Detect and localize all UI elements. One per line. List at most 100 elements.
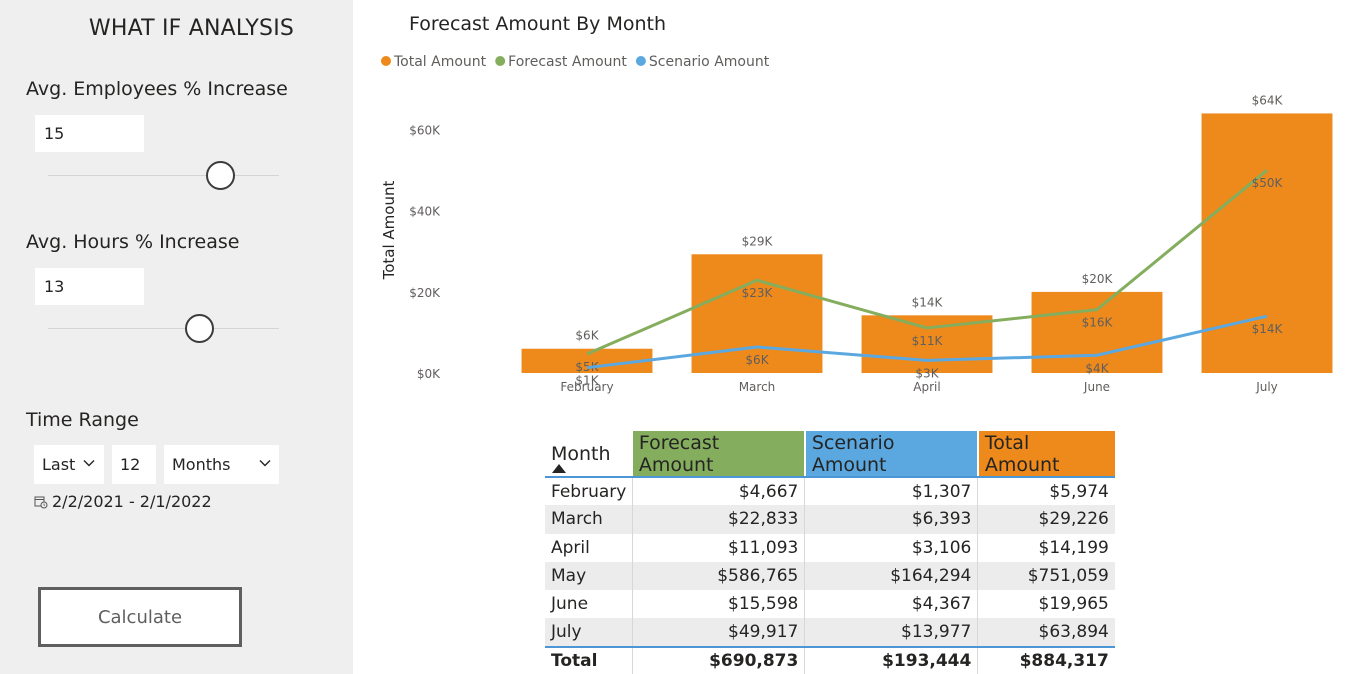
table-row: April $11,093 $3,106 $14,199 xyxy=(545,533,1115,562)
cell-scenario: $6,393 xyxy=(804,505,979,534)
date-range: 2/2/2021 - 2/1/2022 xyxy=(34,492,212,511)
chevron-down-icon xyxy=(259,460,271,467)
legend-marker xyxy=(635,56,646,66)
bar-data-label: $14K xyxy=(912,295,944,309)
cell-total: $19,965 xyxy=(1038,594,1109,615)
y-axis-label: Total Amount xyxy=(380,181,398,281)
table-row: June $15,598 $4,367 $19,965 xyxy=(545,590,1115,619)
cell-forecast: $49,917 xyxy=(632,618,806,647)
direction-dropdown[interactable]: Last xyxy=(34,445,104,484)
legend-label: Total Amount xyxy=(393,54,487,70)
legend-marker xyxy=(381,56,391,66)
total-total: $884,317 xyxy=(977,645,1115,674)
cell-month: June xyxy=(545,590,634,619)
header-month-label: Month xyxy=(551,442,611,465)
line-data-label: $3K xyxy=(915,366,939,380)
bar-data-label: $64K xyxy=(1252,93,1284,107)
line-data-label: $6K xyxy=(745,353,769,367)
date-range-text: 2/2/2021 - 2/1/2022 xyxy=(52,492,212,511)
chevron-down-icon xyxy=(83,460,95,467)
y-tick-label: $20K xyxy=(409,286,441,300)
combo-chart: Total Amount Forecast Amount Scenario Amou… xyxy=(380,54,1333,394)
cell-forecast: $586,765 xyxy=(632,561,806,591)
sort-ascending-icon xyxy=(552,464,566,473)
calendar-clock-icon xyxy=(34,496,48,508)
cell-total: $63,894 xyxy=(977,618,1115,647)
cell-month: April xyxy=(545,533,634,562)
y-tick-label: $60K xyxy=(409,123,441,137)
x-tick-label: April xyxy=(913,380,940,394)
line-data-label: $4K xyxy=(1085,361,1109,375)
cell-month: July xyxy=(545,618,634,647)
table-row: July $49,917 $13,977 $63,894 xyxy=(545,618,1115,647)
x-tick-label: February xyxy=(560,380,613,394)
line-data-label: $11K xyxy=(912,334,944,348)
time-range-label: Time Range xyxy=(26,409,139,431)
x-tick-label: July xyxy=(1255,380,1278,394)
total-scenario: $193,444 xyxy=(804,645,979,674)
count-input[interactable]: 12 xyxy=(112,445,156,484)
header-scenario[interactable]: Scenario Amount xyxy=(804,431,979,478)
hours-input[interactable]: 13 xyxy=(35,268,144,305)
cell-scenario: $3,106 xyxy=(804,533,979,562)
cell-scenario: $13,977 xyxy=(804,618,979,647)
what-if-panel: WHAT IF ANALYSIS Avg. Employees % Increa… xyxy=(0,0,353,674)
panel-title: WHAT IF ANALYSIS xyxy=(88,16,295,41)
table-row: February $4,667 $1,307 $5,974 xyxy=(545,477,1115,506)
cell-total: $14,199 xyxy=(1038,537,1109,558)
header-forecast[interactable]: Forecast Amount xyxy=(632,431,806,478)
cell-month: February xyxy=(545,477,634,506)
line-data-label: $1K xyxy=(575,374,599,388)
header-total[interactable]: Total Amount xyxy=(977,431,1115,478)
line-data-label: $16K xyxy=(1082,316,1114,330)
matrix-table: Month Forecast Amount Scenario Amount To… xyxy=(545,431,1115,674)
bar-data-label: $6K xyxy=(575,329,599,343)
legend-label: Scenario Amount xyxy=(649,54,770,70)
cell-total: $5,974 xyxy=(1049,481,1109,502)
bar xyxy=(1201,113,1333,373)
hours-slider-track[interactable] xyxy=(48,328,279,329)
hours-slider-thumb[interactable] xyxy=(185,314,215,343)
employees-input[interactable]: 15 xyxy=(35,115,144,152)
line-data-label: $23K xyxy=(742,286,774,300)
total-forecast: $690,873 xyxy=(632,645,806,674)
bar-data-label: $29K xyxy=(742,234,774,248)
employees-label: Avg. Employees % Increase xyxy=(26,78,288,100)
chart-area: Total Amount Forecast Amount Scenario Amou… xyxy=(360,0,1352,410)
unit-dropdown[interactable]: Months xyxy=(164,445,279,484)
employees-slider-thumb[interactable] xyxy=(206,161,236,190)
direction-value: Last xyxy=(42,455,76,474)
header-month[interactable]: Month xyxy=(545,431,633,478)
total-row: Total $690,873 $193,444 $884,317 xyxy=(545,645,1115,674)
cell-total: $29,226 xyxy=(977,505,1115,534)
bar-data-label: $20K xyxy=(1082,272,1114,286)
total-month: Total xyxy=(545,645,634,674)
hours-label: Avg. Hours % Increase xyxy=(26,231,240,253)
cell-scenario: $164,294 xyxy=(804,561,979,591)
chart-title: Forecast Amount By Month xyxy=(408,13,666,35)
x-tick-label: March xyxy=(739,380,776,394)
cell-scenario: $4,367 xyxy=(804,590,979,619)
calculate-button[interactable]: Calculate xyxy=(38,587,242,647)
table-row: March $22,833 $6,393 $29,226 xyxy=(545,505,1115,534)
cell-forecast: $22,833 xyxy=(632,505,806,534)
cell-month: May xyxy=(545,561,634,591)
cell-scenario: $1,307 xyxy=(804,477,979,506)
legend-marker xyxy=(495,56,506,66)
cell-forecast: $15,598 xyxy=(632,590,806,619)
legend-label: Forecast Amount xyxy=(508,54,627,70)
series-line xyxy=(586,314,1268,370)
bar xyxy=(1031,291,1163,373)
count-value: 12 xyxy=(120,455,141,474)
employees-slider-track[interactable] xyxy=(48,175,279,176)
cell-forecast: $4,667 xyxy=(632,477,806,506)
bar xyxy=(861,315,993,373)
series-line xyxy=(586,169,1268,356)
x-tick-label: June xyxy=(1083,380,1110,394)
line-data-label: $50K xyxy=(1252,176,1284,190)
y-tick-label: $0K xyxy=(417,367,441,381)
cell-forecast: $11,093 xyxy=(632,533,806,562)
table-row: May $586,765 $164,294 $751,059 xyxy=(545,561,1115,591)
cell-total: $751,059 xyxy=(977,561,1115,591)
cell-month: March xyxy=(545,505,634,534)
